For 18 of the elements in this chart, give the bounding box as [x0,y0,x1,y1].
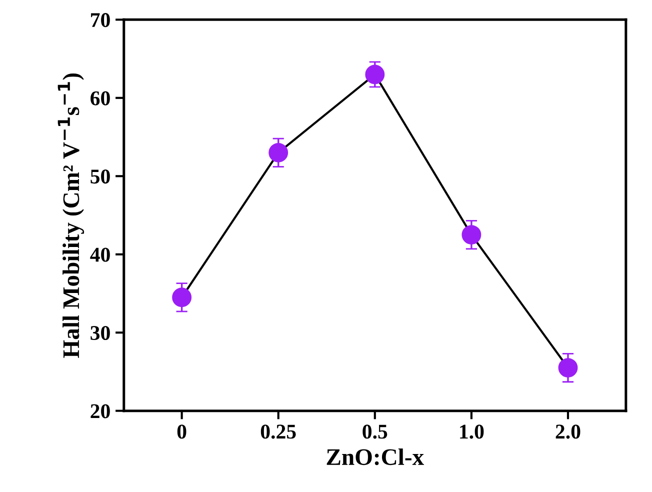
x-tick-label: 0.5 [362,424,388,439]
y-tick-label: 20 [90,404,110,418]
y-tick-label: 30 [90,326,110,340]
y-tick-label: 60 [90,91,110,106]
point [268,142,288,162]
point [365,64,385,84]
point [172,288,192,308]
point [462,225,482,245]
x-tick-label: 2.0 [556,424,580,439]
x-tick-label: 0 [177,424,186,439]
y-tick-label: 40 [90,248,110,262]
x-axis-title: ZnO:Cl-x [326,448,424,466]
x-tick-label: 1.0 [460,424,484,439]
x-tick-label: 0.25 [260,424,296,439]
y-axis-title: Hall Mobility (Cm² V$^{−1}$s$^{−1}$) [58,73,84,358]
y-tick-label: 70 [91,13,110,28]
point [558,358,578,378]
y-tick-label: 50 [90,170,110,184]
